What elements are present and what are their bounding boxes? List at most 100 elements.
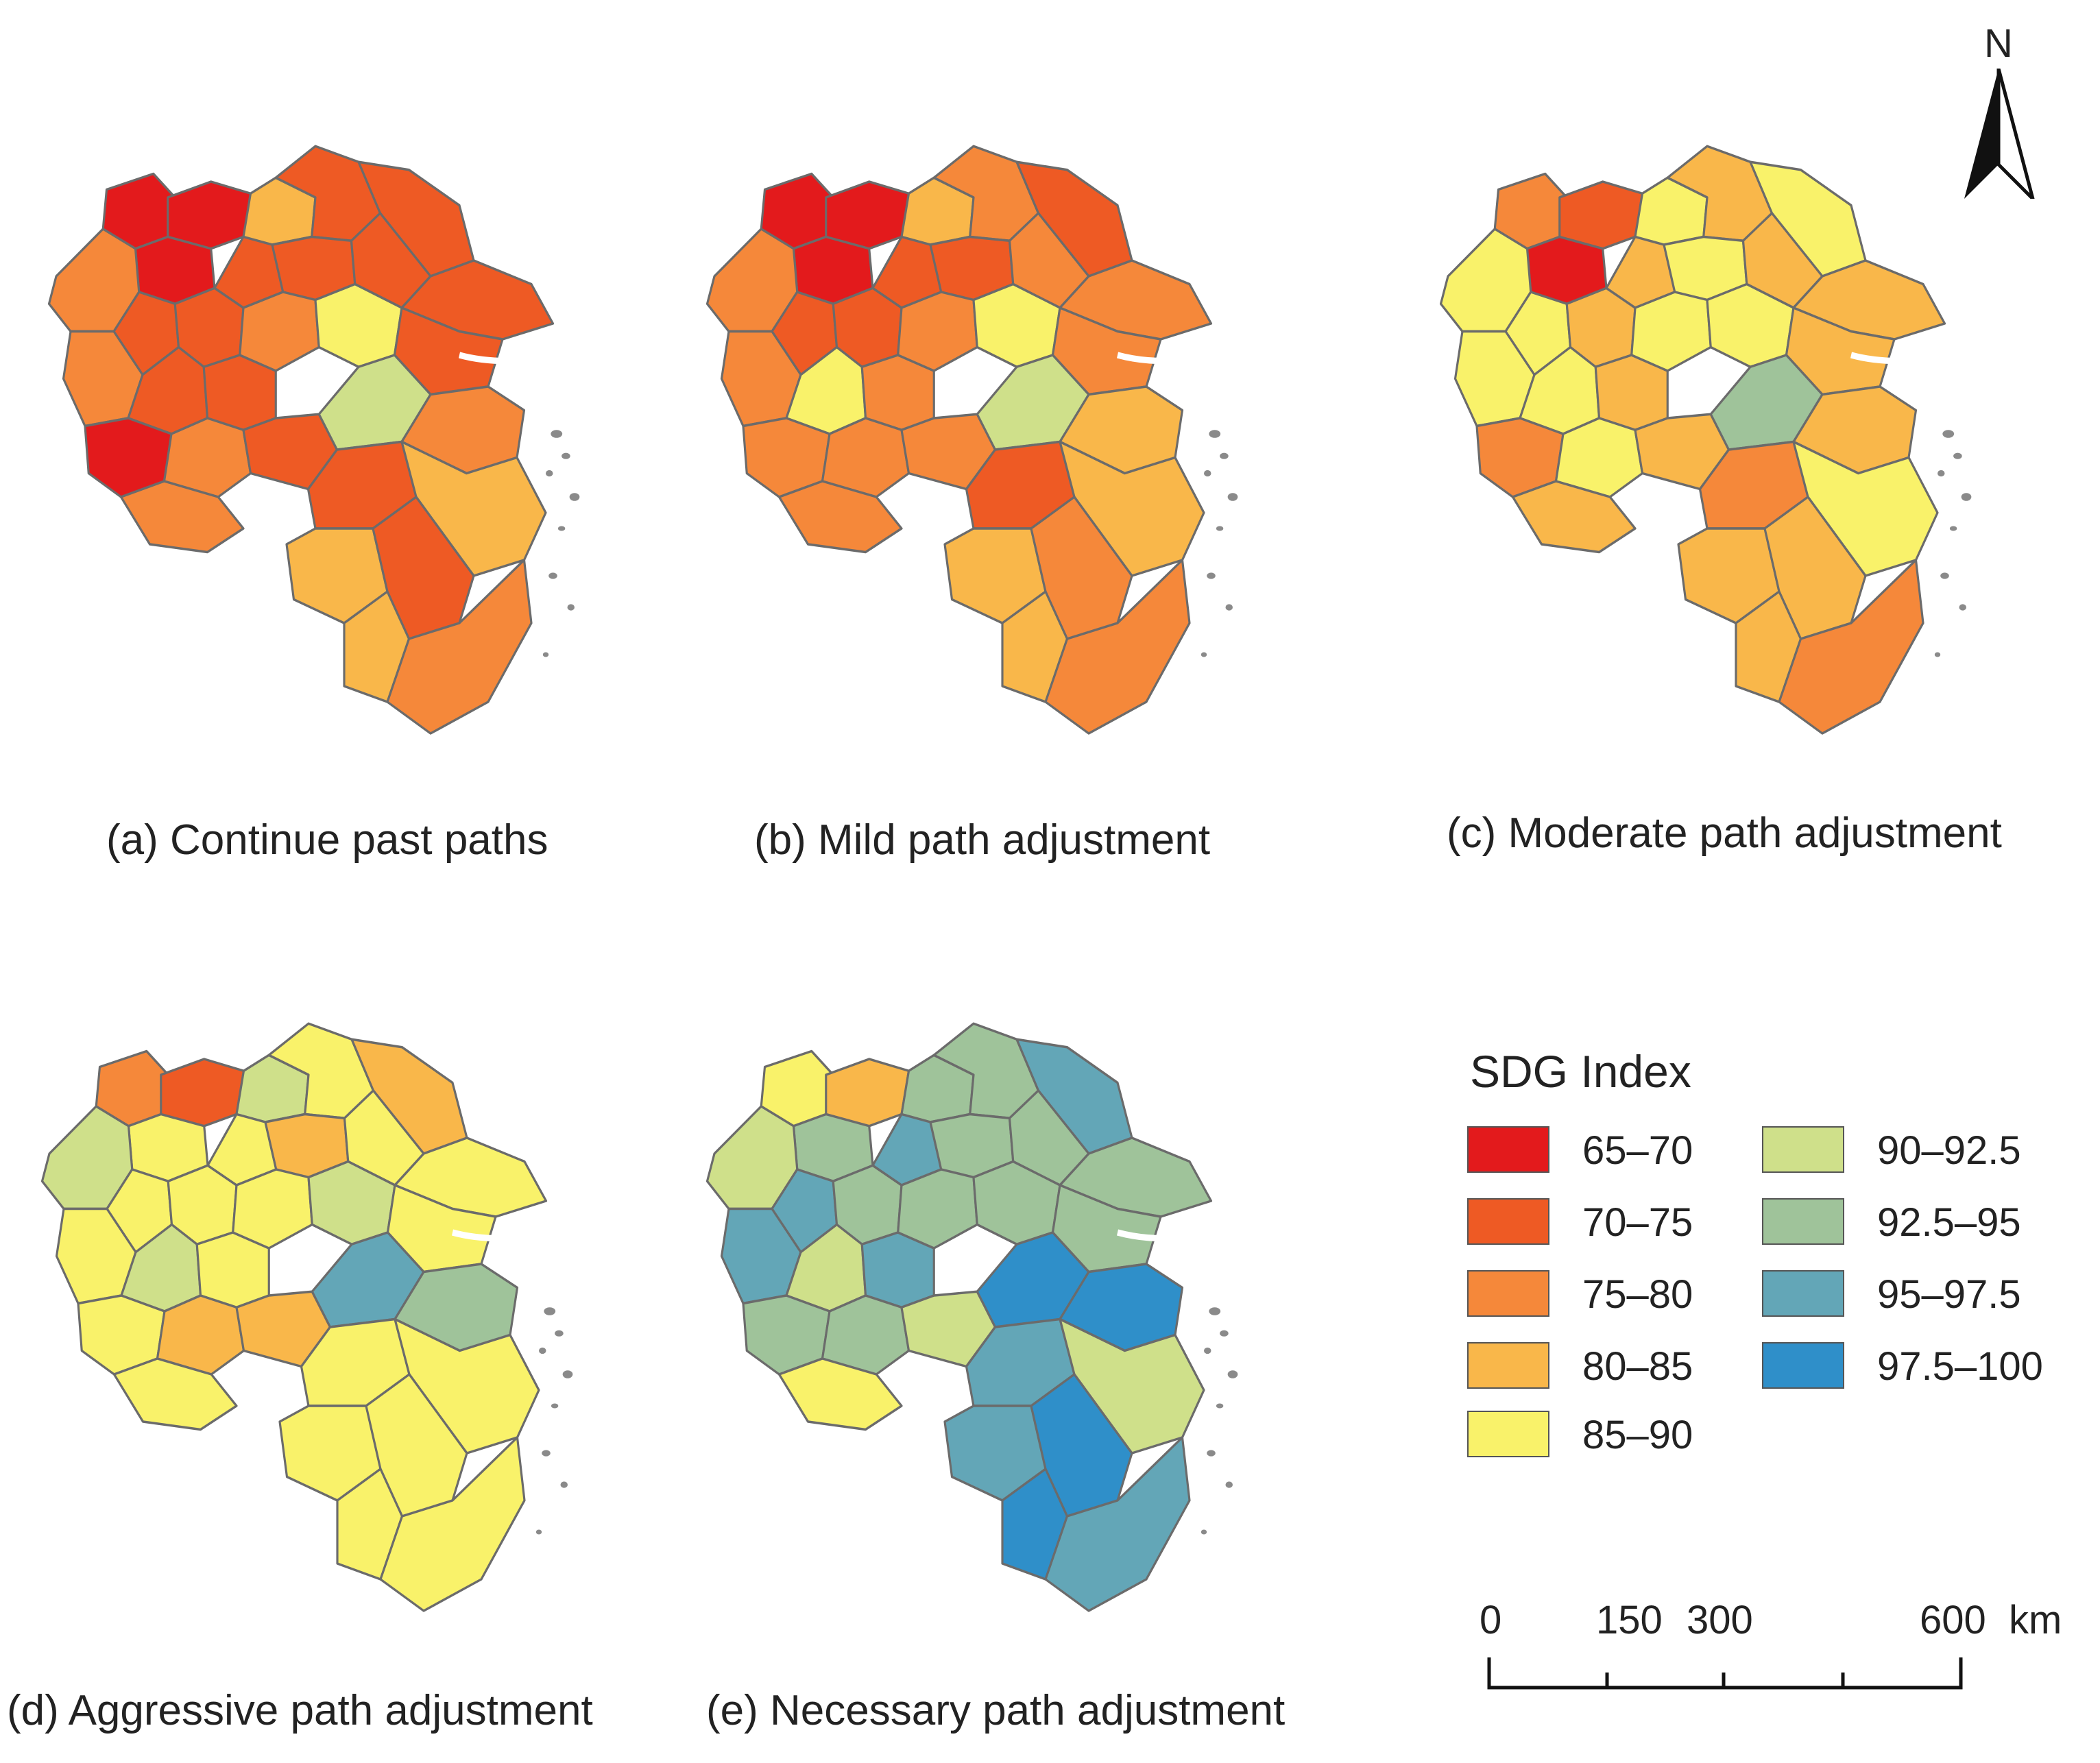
island-marker [1216,1403,1224,1409]
legend-swatch [1762,1270,1844,1317]
island-marker [567,604,575,611]
map-region [160,1058,245,1128]
island-marker [1938,470,1945,477]
island-marker [1209,430,1221,438]
map-region [386,559,533,735]
map-region [825,180,910,250]
island-marker [1940,572,1949,579]
map-region [1044,1436,1191,1612]
legend-swatch [1762,1198,1844,1245]
island-marker [1949,526,1957,531]
river-line [451,1229,554,1242]
river-line [1116,1229,1219,1242]
island-marker [1227,493,1238,501]
legend-swatch [1762,1126,1844,1173]
island-marker [1204,1347,1211,1354]
legend-label: 92.5–95 [1877,1200,2021,1245]
island-marker [538,1347,546,1354]
scale-unit: km [2009,1598,2062,1642]
choropleth-map [47,145,580,735]
island-marker [542,652,549,657]
map-region [1044,559,1191,735]
map-region [897,291,978,372]
legend-title: SDG Index [1470,1046,1691,1097]
legend-label: 90–92.5 [1877,1128,2021,1173]
island-marker [555,1330,564,1337]
map-region [777,1357,903,1431]
river-line [1850,352,1953,365]
choropleth-map [40,1022,573,1612]
map-region [232,1168,313,1250]
map-region [167,180,252,250]
map-regions [705,1022,1238,1612]
map-region [1630,291,1712,372]
island-marker [551,430,563,438]
island-marker [544,1307,556,1315]
legend-label: 80–85 [1582,1344,1693,1389]
map-region [1511,480,1637,554]
map-region [379,1436,526,1612]
map-caption: (a) Continue past paths [106,816,548,864]
island-marker [557,526,566,531]
map-panel-b [686,75,1303,761]
island-marker [1200,1529,1207,1535]
island-marker [1942,430,1955,438]
island-marker [1934,652,1941,657]
legend-label: 65–70 [1582,1128,1693,1173]
legend-label: 85–90 [1582,1413,1693,1457]
scale-label: 0 [1480,1598,1502,1642]
island-marker [1207,572,1216,579]
scale-label: 600 [1920,1598,1986,1642]
map-regions [1439,145,1972,735]
map-region [777,480,903,554]
island-marker [1207,1450,1216,1457]
map-regions [40,1022,573,1612]
map-regions [705,145,1238,735]
island-marker [1220,452,1229,459]
scale-bar-line [1487,1657,1963,1690]
island-marker [535,1529,542,1535]
legend-label: 97.5–100 [1877,1344,2043,1389]
map-region [897,1168,978,1250]
map-caption: (c) Moderate path adjustment [1447,810,2002,857]
legend-label: 70–75 [1582,1200,1693,1245]
north-letter: N [1984,21,2013,66]
legend-swatch [1467,1270,1549,1317]
island-marker [1216,526,1224,531]
choropleth-map [1439,145,1972,735]
island-marker [1209,1307,1221,1315]
north-arrow: N [1957,21,2053,199]
island-marker [560,1481,568,1488]
map-caption: (d) Aggressive path adjustment [7,1687,593,1734]
legend-swatch [1467,1342,1549,1389]
island-marker [1959,604,1966,611]
island-marker [1227,1370,1238,1378]
legend-swatch [1467,1411,1549,1457]
legend-label: 75–80 [1582,1272,1693,1317]
island-marker [569,493,580,501]
island-marker [1200,652,1207,657]
map-caption: (b) Mild path adjustment [754,816,1211,864]
scale-label: 300 [1687,1598,1753,1642]
island-marker [545,470,553,477]
legend-label: 95–97.5 [1877,1272,2021,1317]
map-panel-e [686,953,1303,1638]
island-marker [1225,604,1233,611]
legend: SDG Index 65–70 70–75 75–80 80–85 85–90 … [1460,1045,2077,1457]
island-marker [548,572,557,579]
scale-bar: 0 150 300 600 km [1474,1597,2091,1714]
map-region [239,291,320,372]
legend-swatch [1467,1198,1549,1245]
map-regions [47,145,580,735]
map-caption: (e) Necessary path adjustment [706,1687,1286,1734]
choropleth-map [705,145,1238,735]
map-region [1778,559,1924,735]
map-panel-a [27,75,644,761]
island-marker [542,1450,551,1457]
island-marker [562,452,570,459]
north-arrow-icon [1964,69,2035,199]
map-panel-d [21,953,638,1638]
legend-swatch [1762,1342,1844,1389]
island-marker [1953,452,1962,459]
island-marker [1225,1481,1233,1488]
